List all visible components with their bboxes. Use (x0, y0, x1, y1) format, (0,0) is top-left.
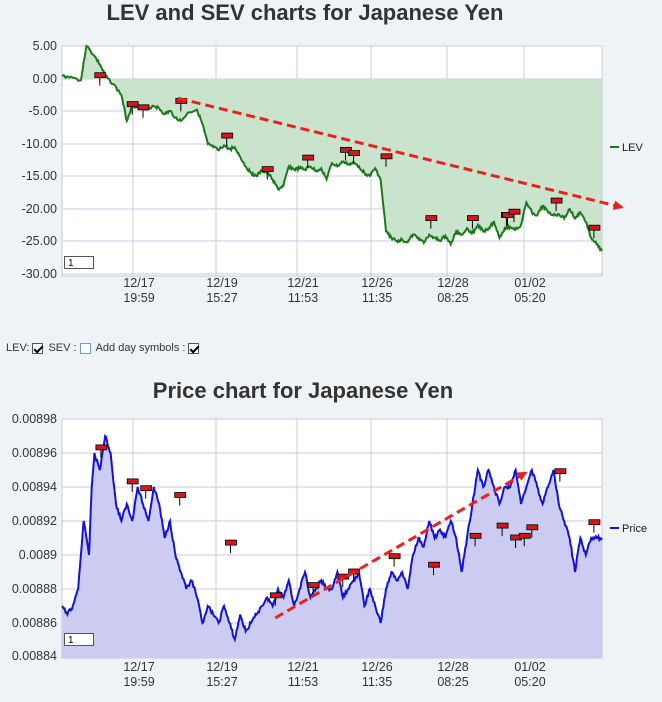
day-marker (425, 215, 438, 222)
x-tick-label-time: 11:53 (288, 291, 318, 305)
price-chart: Price chart for Japanese Yen 0.00898 0.008… (12, 378, 647, 689)
trend-arrowhead (516, 471, 528, 481)
day-marker (466, 215, 479, 222)
chart-title: Price chart for Japanese Yen (153, 378, 453, 403)
y-tick-label: 0.00884 (12, 649, 57, 663)
x-tick-label-date: 12/19 (206, 660, 237, 674)
day-marker (174, 492, 187, 498)
day-marker (496, 522, 509, 529)
x-tick-label-date: 12/26 (361, 660, 392, 674)
price-zoom-input[interactable]: 1 (64, 633, 94, 646)
x-tick-label-date: 12/26 (361, 276, 392, 290)
x-tick-label-time: 11:53 (288, 675, 318, 689)
x-tick-label-time: 15:27 (206, 675, 237, 689)
day-marker (261, 166, 274, 173)
y-tick-label: 0.00888 (12, 582, 57, 596)
y-tick-label: 0.00896 (12, 446, 57, 460)
x-tick-label-date: 12/21 (287, 276, 318, 290)
lev-label: LEV: (6, 342, 30, 354)
day-marker (340, 146, 352, 153)
day-marker (302, 154, 315, 161)
x-tick-label-date: 12/21 (287, 660, 318, 674)
x-tick-label-time: 11:35 (362, 675, 392, 689)
x-tick-label-date: 12/17 (123, 660, 154, 674)
day-marker (126, 101, 139, 107)
y-tick-label: -15.00 (22, 169, 57, 183)
day-marker (388, 553, 401, 560)
day-marker (126, 478, 139, 485)
y-tick-label: -5.00 (29, 104, 58, 118)
x-tick-label-time: 08:25 (437, 291, 468, 305)
legend-label: LEV (622, 142, 643, 154)
day-marker (94, 72, 107, 79)
day-marker (225, 539, 237, 546)
sev-label: SEV : (48, 342, 77, 354)
y-tick-label: -10.00 (22, 137, 57, 151)
chart-controls: LEV: SEV : Add day symbols : (6, 342, 202, 354)
series-area-fill (62, 46, 602, 251)
day-marker (307, 582, 320, 589)
x-tick-label-date: 12/28 (437, 660, 468, 674)
y-tick-label: 0.00898 (12, 412, 57, 426)
day-marker (140, 485, 153, 492)
y-tick-label: -30.00 (22, 267, 57, 281)
day-marker (554, 468, 567, 475)
day-marker (588, 519, 601, 526)
x-tick-label-time: 11:35 (362, 291, 392, 305)
x-tick-label-time: 15:27 (206, 291, 237, 305)
day-marker (469, 532, 482, 539)
x-tick-label-date: 12/28 (437, 276, 468, 290)
x-tick-label-date: 01/02 (514, 276, 545, 290)
x-tick-label-date: 12/17 (123, 276, 154, 290)
y-tick-label: 5.00 (33, 39, 57, 53)
day-marker (221, 132, 234, 139)
lev-zoom-input[interactable]: 1 (64, 256, 94, 269)
x-tick-label-time: 19:59 (123, 291, 154, 305)
y-tick-label: 0.00892 (12, 514, 57, 528)
y-tick-label: 0.00886 (12, 616, 57, 630)
lev-chart: LEV and SEV charts for Japanese Yen 5.00 0… (22, 0, 644, 305)
trend-arrowhead (612, 200, 624, 210)
x-tick-label-date: 01/02 (514, 660, 545, 674)
day-marker (380, 153, 393, 160)
day-marker (588, 224, 601, 231)
y-tick-label: -25.00 (22, 234, 57, 248)
day-marker (550, 197, 563, 204)
day-symbols-label: Add day symbols : (95, 342, 186, 354)
sev-checkbox[interactable] (79, 342, 91, 354)
x-tick-label-time: 19:59 (123, 675, 154, 689)
series-line (61, 44, 603, 253)
x-tick-label-date: 12/19 (206, 276, 237, 290)
trend-line (274, 470, 529, 620)
day-symbols-checkbox[interactable] (188, 342, 200, 354)
series-area-fill (62, 436, 602, 658)
day-marker (95, 444, 108, 451)
y-tick-label: 0.00894 (12, 480, 57, 494)
day-marker (526, 524, 539, 531)
x-tick-label-time: 05:20 (514, 675, 545, 689)
day-marker (137, 104, 150, 111)
y-tick-label: 0.00 (33, 72, 57, 86)
y-tick-label: 0.0089 (19, 548, 57, 562)
day-marker (428, 561, 440, 568)
day-marker (508, 208, 521, 215)
x-tick-label-time: 08:25 (437, 675, 468, 689)
lev-checkbox[interactable] (32, 342, 44, 354)
trend-line (177, 96, 624, 210)
chart-title: LEV and SEV charts for Japanese Yen (107, 0, 504, 25)
y-tick-label: -20.00 (22, 202, 57, 216)
day-marker (269, 592, 282, 599)
x-tick-label-time: 05:20 (514, 291, 545, 305)
day-marker (348, 150, 361, 157)
day-marker (518, 532, 531, 539)
legend-label: Price (622, 523, 647, 535)
